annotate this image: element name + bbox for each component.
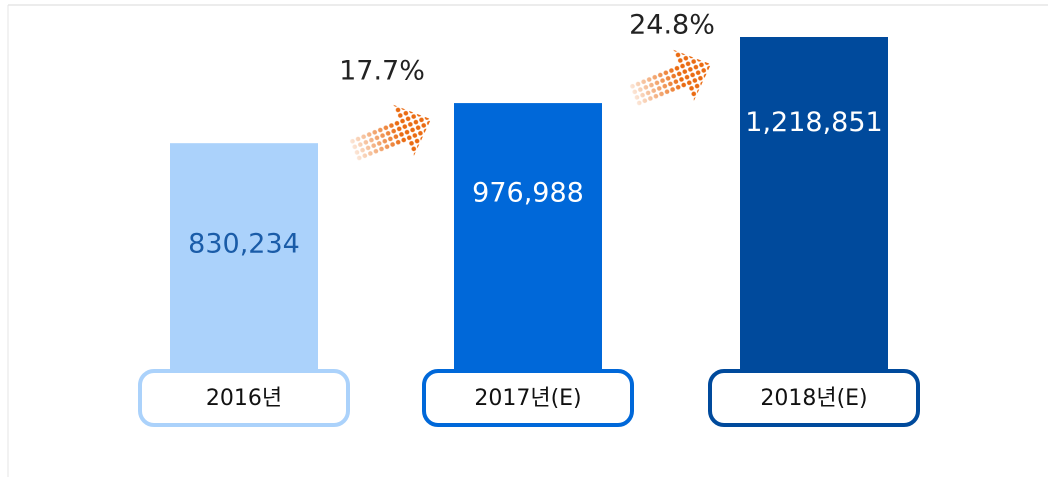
bar [170,143,318,370]
category-box [708,369,920,427]
category-label: 2018년(E) [760,386,867,411]
growth-arrow [348,104,431,162]
bar [454,103,602,371]
category-label: 2016년 [206,386,282,411]
growth-label: 24.8% [629,10,715,41]
value-label: 830,234 [188,229,300,260]
bar [740,37,888,370]
value-label: 1,218,851 [745,107,882,138]
category-box [422,369,634,427]
growth-arrow [628,49,711,107]
value-label: 976,988 [472,177,584,208]
growth-label: 17.7% [339,56,425,87]
category-box [138,369,350,427]
category-label: 2017년(E) [474,386,581,411]
